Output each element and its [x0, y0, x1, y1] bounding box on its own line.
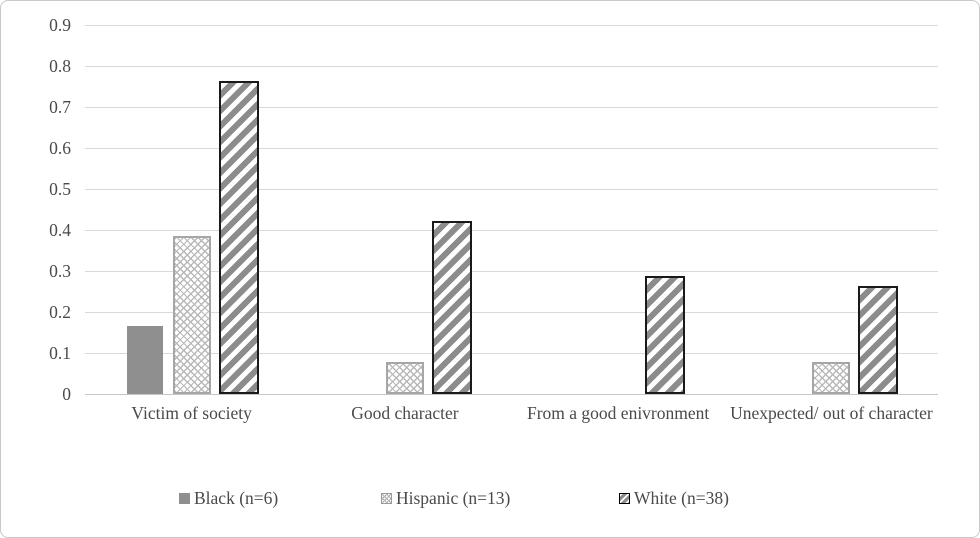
bar-diagonal-stripe: [858, 286, 899, 394]
plot-area: [85, 25, 938, 395]
y-tick-label: 0.5: [49, 179, 71, 199]
x-axis-category-label: Unexpected/ out of character: [730, 403, 933, 423]
y-tick-label: 0.7: [49, 97, 71, 117]
y-tick-label: 0.3: [49, 261, 71, 281]
bar-diagonal-stripe: [218, 81, 259, 394]
y-tick-label: 0.8: [49, 56, 71, 76]
legend-label: Black (n=6): [194, 487, 279, 508]
bar-solid-gray: [126, 325, 163, 394]
gridline: [85, 271, 938, 272]
y-tick-label: 0.6: [49, 138, 71, 158]
x-axis-category-label: Good character: [351, 403, 459, 423]
legend-swatch-solid-gray: [179, 492, 190, 504]
gridline: [85, 66, 938, 67]
legend-swatch-diamond-hatch: [381, 492, 392, 504]
y-tick-label: 0.4: [49, 220, 71, 240]
gridline: [85, 353, 938, 354]
legend-item: Hispanic (n=13): [381, 487, 510, 509]
bar-diagonal-stripe: [645, 275, 686, 394]
y-tick-label: 0.1: [49, 343, 71, 363]
bar-diamond-hatch: [385, 362, 424, 394]
x-axis-category-label: From a good enivronment: [526, 403, 710, 423]
gridline: [85, 230, 938, 231]
gridline: [85, 312, 938, 313]
gridline: [85, 189, 938, 190]
x-axis-line: [85, 394, 938, 395]
y-tick-label: 0.9: [49, 15, 71, 35]
legend-item: Black (n=6): [179, 487, 278, 509]
legend-label: White (n=38): [634, 487, 729, 508]
legend-item: White (n=38): [619, 487, 729, 509]
x-axis-category-label: Victim of society: [131, 403, 252, 423]
legend-label: Hispanic (n=13): [396, 487, 511, 508]
gridline: [85, 148, 938, 149]
y-tick-label: 0.2: [49, 302, 71, 322]
legend-swatch-diagonal-stripe: [619, 492, 630, 504]
y-tick-label: 0: [62, 384, 71, 404]
bar-diamond-hatch: [812, 362, 851, 394]
bar-diagonal-stripe: [431, 221, 472, 394]
bar-diamond-hatch: [172, 236, 211, 394]
gridline: [85, 107, 938, 108]
gridline: [85, 25, 938, 26]
